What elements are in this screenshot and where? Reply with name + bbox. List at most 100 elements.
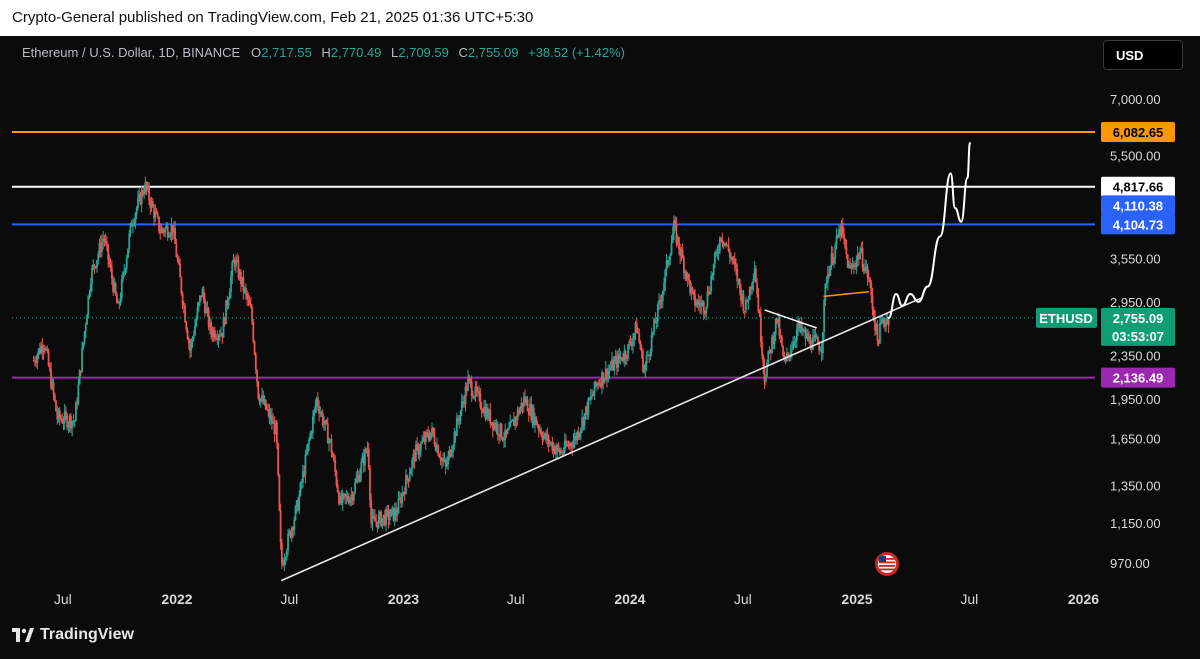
candle-body-60	[107, 244, 110, 260]
candle-body-442	[581, 417, 584, 429]
candle-body-77	[128, 233, 131, 249]
candle-body-136	[201, 289, 204, 297]
candle-body-122	[184, 305, 186, 323]
candle-body-184	[261, 395, 263, 399]
x-tick-label-6: Jul	[734, 591, 752, 607]
candle-body-128	[191, 338, 194, 342]
candle-body-12	[47, 351, 50, 366]
candle-body-279	[378, 512, 381, 516]
candle-body-566	[735, 264, 737, 269]
candle-body-572	[742, 294, 745, 312]
candle-body-247	[339, 496, 342, 504]
candle-body-160	[231, 262, 234, 277]
candle-body-361	[480, 407, 483, 411]
candle-body-200	[280, 543, 283, 564]
candle-body-554	[720, 237, 723, 240]
candle-body-89	[143, 192, 146, 195]
candle-body-237	[326, 423, 329, 444]
candle-body-219	[304, 454, 307, 476]
candle-body-33	[73, 420, 76, 422]
y-tick-label-1: 5,500.00	[1110, 149, 1161, 164]
currency-button[interactable]: USD	[1103, 40, 1183, 70]
candle-body-100	[156, 213, 159, 217]
price-chart[interactable]: 7,000.00 5,500.00 3,550.00 2,950.00 2,350.00…	[0, 36, 1200, 618]
tradingview-logo[interactable]: TradingView	[12, 626, 134, 644]
candle-body-368	[489, 410, 492, 425]
candle-body-530	[690, 287, 693, 294]
candle-body-294	[397, 498, 400, 514]
candle-body-579	[751, 283, 754, 290]
candle-body-612	[792, 343, 794, 350]
candle-body-449	[589, 395, 592, 400]
candle-body-301	[406, 475, 409, 479]
candle-body-550	[715, 252, 718, 254]
candle-body-14	[50, 369, 52, 389]
candle-body-261	[356, 475, 359, 479]
candle-body-305	[411, 459, 414, 470]
candle-body-108	[166, 226, 169, 237]
candle-body-264	[360, 462, 363, 474]
candle-body-23	[61, 419, 64, 423]
x-tick-label-3: 2023	[388, 591, 419, 607]
candle-body-172	[246, 292, 249, 300]
candle-body-260	[355, 478, 358, 483]
candle-body-689	[887, 317, 890, 326]
candle-body-658	[849, 264, 852, 268]
candle-body-71	[120, 279, 123, 299]
candle-body-215	[299, 482, 302, 496]
candle-body-110	[169, 234, 172, 237]
candle-body-674	[869, 278, 871, 283]
candle-body-409	[540, 430, 543, 436]
candle-body-512	[668, 259, 670, 265]
candle-body-372	[494, 423, 497, 430]
candle-body-106	[164, 228, 167, 233]
candle-body-104	[161, 228, 164, 231]
candle-body-523	[681, 250, 684, 258]
candle-body-256	[350, 494, 353, 499]
candle-body-355	[473, 396, 476, 398]
candle-body-79	[130, 223, 133, 227]
candle-body-107	[165, 226, 168, 229]
candle-body-84	[137, 198, 139, 208]
level-price-label-0: 6,082.65	[1113, 125, 1164, 140]
close-value: 2,755.09	[467, 45, 519, 60]
candle-body-522	[680, 250, 683, 256]
candle-body-574	[745, 299, 747, 312]
candle-body-216	[300, 482, 303, 484]
candle-body-105	[163, 230, 165, 233]
candle-body-147	[215, 338, 217, 340]
candle-body-269	[366, 448, 369, 452]
candle-body-288	[390, 509, 392, 517]
candle-body-168	[241, 276, 244, 285]
candle-body-457	[599, 382, 602, 387]
candle-body-19	[56, 411, 59, 420]
candle-body-379	[503, 439, 505, 441]
candle-body-675	[870, 282, 873, 296]
candle-body-478	[625, 358, 628, 360]
level-price-label-4: 2,136.49	[1113, 371, 1164, 386]
wedge-line-1	[823, 290, 869, 298]
candle-body-565	[733, 258, 736, 265]
candle-body-682	[879, 323, 881, 344]
candle-body-235	[324, 420, 327, 424]
candle-body-195	[274, 422, 277, 435]
candle-body-331	[443, 460, 446, 462]
candle-body-560	[727, 244, 730, 252]
candle-body-564	[732, 258, 735, 260]
candle-body-225	[311, 416, 314, 433]
candle-body-447	[587, 398, 590, 415]
candle-body-558	[725, 243, 727, 246]
us-flag-stripe-2	[879, 565, 895, 567]
candle-body-31	[71, 421, 74, 429]
candle-body-611	[790, 349, 793, 352]
candle-body-196	[275, 422, 278, 444]
candle-body-651	[840, 223, 843, 236]
candle-body-434	[571, 446, 574, 448]
candle-body-329	[441, 458, 443, 461]
candle-body-452	[593, 381, 596, 394]
candle-body-597	[773, 334, 776, 344]
candle-body-155	[225, 300, 227, 325]
candle-body-642	[829, 265, 832, 277]
candle-body-283	[383, 514, 386, 526]
candle-body-127	[190, 341, 193, 351]
